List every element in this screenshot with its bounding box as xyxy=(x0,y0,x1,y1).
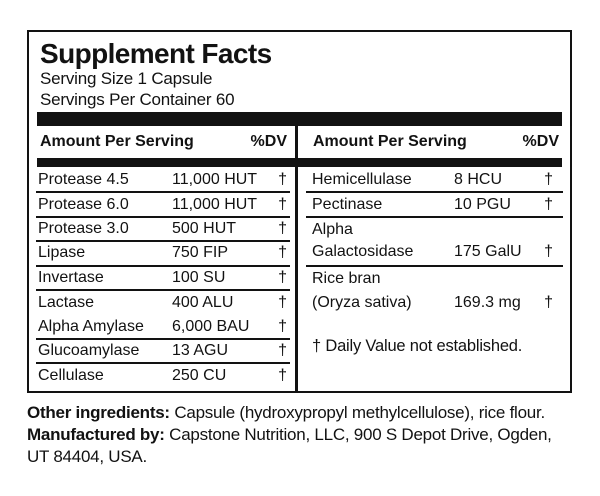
dagger-symbol: † xyxy=(278,294,287,312)
ingredient-amount: 8 HCU xyxy=(454,171,503,189)
dagger-symbol: † xyxy=(278,195,287,213)
thick-divider-bar xyxy=(37,112,562,126)
ingredient-name-line1: Alpha xyxy=(312,220,353,238)
column-vertical-divider xyxy=(295,126,298,391)
ingredient-name-line2: (Oryza sativa) xyxy=(312,293,412,311)
other-ingredients-line: Other ingredients: Capsule (hydroxypropy… xyxy=(27,402,593,424)
manufactured-by-text: Capstone Nutrition, LLC, 900 S Depot Dri… xyxy=(164,425,552,444)
other-ingredients-text: Capsule (hydroxypropyl methylcellulose),… xyxy=(169,403,545,422)
dagger-symbol: † xyxy=(278,244,287,262)
dagger-symbol: † xyxy=(544,195,553,213)
ingredient-name: Pectinase xyxy=(312,195,383,213)
ingredient-name: Cellulase xyxy=(38,367,104,385)
ingredient-name-line1: Rice bran xyxy=(312,269,381,287)
supplement-facts-panel: Supplement Facts Serving Size 1 Capsule … xyxy=(27,30,572,393)
ingredient-amount: 6,000 BAU xyxy=(172,317,250,335)
table-row: Protease 3.0 500 HUT † xyxy=(36,218,290,243)
dagger-symbol: † xyxy=(544,293,553,311)
dagger-symbol: † xyxy=(278,317,287,335)
ingredient-name: Hemicellulase xyxy=(312,171,412,189)
ingredient-name: Lactase xyxy=(38,294,95,312)
medium-divider-bar xyxy=(37,158,562,167)
table-row: Alpha Galactosidase 175 GalU † xyxy=(306,218,563,267)
ingredient-name: Lipase xyxy=(38,244,86,262)
daily-value-footnote: † Daily Value not established. xyxy=(312,336,523,355)
dagger-symbol: † xyxy=(278,219,287,237)
serving-size-text: Serving Size 1 Capsule xyxy=(40,69,213,88)
column-header-row: Amount Per Serving %DV Amount Per Servin… xyxy=(37,126,563,158)
manufactured-by-label: Manufactured by: xyxy=(27,425,165,444)
ingredient-amount: 11,000 HUT xyxy=(172,171,258,189)
right-header-dv-label: %DV xyxy=(522,133,559,150)
ingredient-name: Invertase xyxy=(38,268,104,286)
left-header-dv-label: %DV xyxy=(250,133,287,150)
table-row: Cellulase 250 CU † xyxy=(36,364,290,388)
table-row: Alpha Amylase 6,000 BAU † xyxy=(36,315,290,340)
table-row: Lipase 750 FIP † xyxy=(36,242,290,267)
dagger-symbol: † xyxy=(278,367,287,385)
left-header-amount-label: Amount Per Serving xyxy=(40,133,194,150)
ingredient-name-line2: Galactosidase xyxy=(312,242,414,260)
right-ingredient-column: Hemicellulase 8 HCU † Pectinase 10 PGU †… xyxy=(306,169,563,356)
dagger-symbol: † xyxy=(544,242,553,260)
ingredient-amount: 400 ALU xyxy=(172,294,234,312)
table-row: Invertase 100 SU † xyxy=(36,267,290,291)
manufactured-by-line2: UT 84404, USA. xyxy=(27,447,147,466)
ingredient-name: Protease 4.5 xyxy=(38,171,129,189)
right-header-amount-label: Amount Per Serving xyxy=(313,133,467,150)
dagger-symbol: † xyxy=(544,171,553,189)
ingredient-name: Alpha Amylase xyxy=(38,317,144,335)
ingredient-amount: 169.3 mg xyxy=(454,293,521,311)
dagger-symbol: † xyxy=(278,341,287,359)
ingredient-name: Glucoamylase xyxy=(38,341,140,359)
table-row: Protease 6.0 11,000 HUT † xyxy=(36,193,290,218)
left-column-header: Amount Per Serving %DV xyxy=(37,133,289,151)
other-ingredients-label: Other ingredients: xyxy=(27,403,170,422)
ingredient-amount: 11,000 HUT xyxy=(172,195,258,213)
dagger-symbol: † xyxy=(278,268,287,286)
table-row: Protease 4.5 11,000 HUT † xyxy=(36,169,290,194)
label-footer: Other ingredients: Capsule (hydroxypropy… xyxy=(27,402,593,468)
ingredient-amount: 13 AGU xyxy=(172,341,229,359)
panel-title: Supplement Facts xyxy=(40,38,272,69)
servings-per-container-text: Servings Per Container 60 xyxy=(40,90,235,109)
table-row: Pectinase 10 PGU † xyxy=(306,193,563,218)
table-row: Lactase 400 ALU † xyxy=(36,291,290,315)
manufactured-by-line: Manufactured by: Capstone Nutrition, LLC… xyxy=(27,424,593,446)
table-row: Hemicellulase 8 HCU † xyxy=(306,169,563,194)
ingredient-amount: 750 FIP xyxy=(172,244,229,262)
ingredient-amount: 250 CU xyxy=(172,367,227,385)
ingredient-amount: 100 SU xyxy=(172,268,226,286)
ingredient-name: Protease 3.0 xyxy=(38,219,129,237)
ingredient-amount: 500 HUT xyxy=(172,219,237,237)
ingredient-amount: 10 PGU xyxy=(454,195,511,213)
ingredient-name: Protease 6.0 xyxy=(38,195,129,213)
table-row: Glucoamylase 13 AGU † xyxy=(36,340,290,365)
table-row: Rice bran (Oryza sativa) 169.3 mg † xyxy=(306,267,563,316)
right-column-header: Amount Per Serving %DV xyxy=(309,133,563,151)
ingredient-amount: 175 GalU xyxy=(454,242,522,260)
left-ingredient-column: Protease 4.5 11,000 HUT † Protease 6.0 1… xyxy=(36,169,290,389)
dagger-symbol: † xyxy=(278,171,287,189)
